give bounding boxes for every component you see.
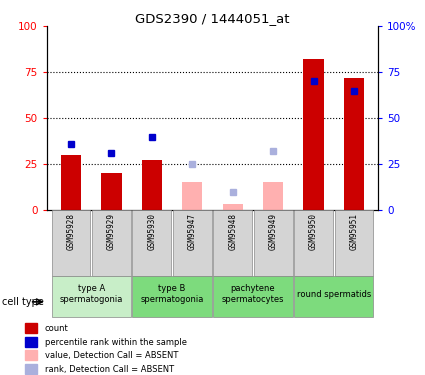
Bar [173, 210, 212, 276]
Bar [182, 183, 202, 210]
Text: GSM95947: GSM95947 [188, 213, 197, 250]
Bar [303, 59, 324, 210]
Bar [213, 276, 292, 317]
Bar [294, 276, 374, 317]
Text: type B
spermatogonia: type B spermatogonia [140, 284, 204, 304]
Text: GSM95929: GSM95929 [107, 213, 116, 250]
Text: value, Detection Call = ABSENT: value, Detection Call = ABSENT [45, 351, 178, 360]
Bar [51, 276, 131, 317]
Bar [25, 350, 37, 360]
Bar [334, 210, 374, 276]
Bar [223, 204, 243, 210]
Bar [344, 78, 364, 210]
Bar [61, 155, 81, 210]
Bar [133, 276, 212, 317]
Bar [133, 210, 171, 276]
Bar [213, 210, 252, 276]
Bar [51, 210, 91, 276]
Text: percentile rank within the sample: percentile rank within the sample [45, 338, 187, 347]
Text: cell type: cell type [2, 297, 44, 307]
Bar [101, 173, 122, 210]
Text: type A
spermatogonia: type A spermatogonia [60, 284, 123, 304]
Bar [25, 323, 37, 333]
Text: rank, Detection Call = ABSENT: rank, Detection Call = ABSENT [45, 365, 174, 374]
Bar [254, 210, 292, 276]
Bar [142, 160, 162, 210]
Text: pachytene
spermatocytes: pachytene spermatocytes [222, 284, 284, 304]
Text: count: count [45, 324, 68, 333]
Text: GSM95951: GSM95951 [349, 213, 359, 250]
Bar [294, 210, 333, 276]
Bar [263, 183, 283, 210]
Text: GSM95949: GSM95949 [269, 213, 278, 250]
Bar [25, 364, 37, 374]
Text: GSM95948: GSM95948 [228, 213, 237, 250]
Text: GSM95928: GSM95928 [66, 213, 76, 250]
Text: GSM95930: GSM95930 [147, 213, 156, 250]
Bar [25, 337, 37, 347]
Text: round spermatids: round spermatids [297, 290, 371, 298]
Title: GDS2390 / 1444051_at: GDS2390 / 1444051_at [135, 12, 290, 25]
Text: GSM95950: GSM95950 [309, 213, 318, 250]
Bar [92, 210, 131, 276]
